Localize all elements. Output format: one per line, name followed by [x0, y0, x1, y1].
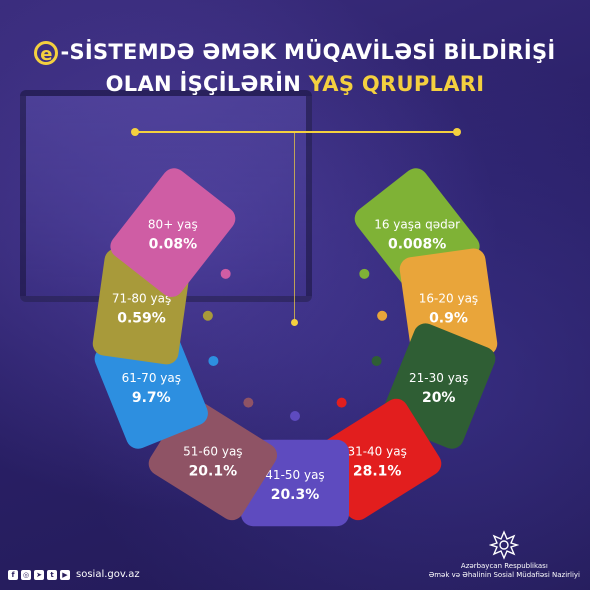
title-line-2: OLAN İŞÇİLƏRİN YAŞ QRUPLARI: [0, 68, 590, 100]
center-connector-dot: [291, 319, 298, 326]
segment-category-label: 41-50 yaş: [265, 468, 324, 482]
segment-value-label: 0.08%: [149, 237, 198, 253]
segment-dot-6: [208, 355, 219, 366]
segment-dot-1: [377, 310, 388, 321]
youtube-icon[interactable]: ▶: [60, 569, 70, 580]
segment-dot-3: [336, 397, 347, 408]
underline-dot-left: [131, 128, 139, 136]
underline-dot-right: [453, 128, 461, 136]
segment-value-label: 20%: [422, 390, 456, 406]
segment-category-label: 21-30 yaş: [409, 371, 468, 385]
ministry-signature: Azərbaycan Respublikası Əmək və Əhalinin…: [429, 530, 580, 580]
ministry-line-1: Azərbaycan Respublikası: [460, 562, 548, 570]
segment-category-label: 31-40 yaş: [347, 444, 406, 458]
segment-value-label: 28.1%: [353, 463, 402, 479]
segment-category-label: 16-20 yaş: [419, 291, 478, 305]
segment-value-label: 0.008%: [388, 237, 446, 253]
segment-dot-2: [371, 355, 382, 366]
segment-dot-7: [202, 310, 213, 321]
segment-value-label: 9.7%: [132, 390, 171, 406]
title-line-2-plain: OLAN İŞÇİLƏRİN: [105, 72, 302, 96]
page-title: e -SİSTEMDƏ ƏMƏK MÜQAVİLƏSİ BİLDİRİŞİ OLA…: [0, 36, 590, 100]
twitter-icon[interactable]: t: [47, 569, 57, 580]
segment-value-label: 0.59%: [117, 310, 166, 326]
title-line-2-highlight: YAŞ QRUPLARI: [308, 72, 485, 96]
telegram-icon[interactable]: ➤: [34, 569, 44, 580]
segment-category-label: 80+ yaş: [148, 218, 198, 232]
facebook-icon[interactable]: f: [8, 569, 18, 580]
segment-category-label: 71-80 yaş: [112, 291, 171, 305]
instagram-icon[interactable]: ◎: [21, 569, 31, 580]
ministry-emblem-icon: [489, 530, 520, 560]
website-link[interactable]: sosial.gov.az: [76, 569, 140, 580]
segment-category-label: 16 yaşa qədər: [374, 218, 460, 232]
segment-value-label: 20.3%: [271, 487, 320, 503]
segment-value-label: 20.1%: [189, 463, 238, 479]
e-system-logo-icon: e: [34, 41, 59, 65]
segment-dot-0: [359, 268, 370, 279]
title-line-1-text: -SİSTEMDƏ ƏMƏK MÜQAVİLƏSİ BİLDİRİŞİ: [60, 40, 556, 64]
segment-dot-5: [243, 397, 254, 408]
ministry-line-2: Əmək və Əhalinin Sosial Müdafiəsi Nazirl…: [428, 571, 580, 579]
segment-category-label: 61-70 yaş: [122, 371, 181, 385]
center-connector-line: [294, 133, 295, 323]
segment-dot-8: [220, 268, 231, 279]
segment-category-label: 51-60 yaş: [183, 444, 242, 458]
segment-value-label: 0.9%: [429, 310, 468, 326]
segment-dot-4: [290, 411, 300, 421]
segment-8: [110, 168, 236, 297]
title-line-1: e -SİSTEMDƏ ƏMƏK MÜQAVİLƏSİ BİLDİRİŞİ: [0, 36, 590, 68]
title-underline: [135, 131, 457, 133]
social-footer: f ◎ ➤ t ▶ sosial.gov.az: [8, 569, 140, 580]
